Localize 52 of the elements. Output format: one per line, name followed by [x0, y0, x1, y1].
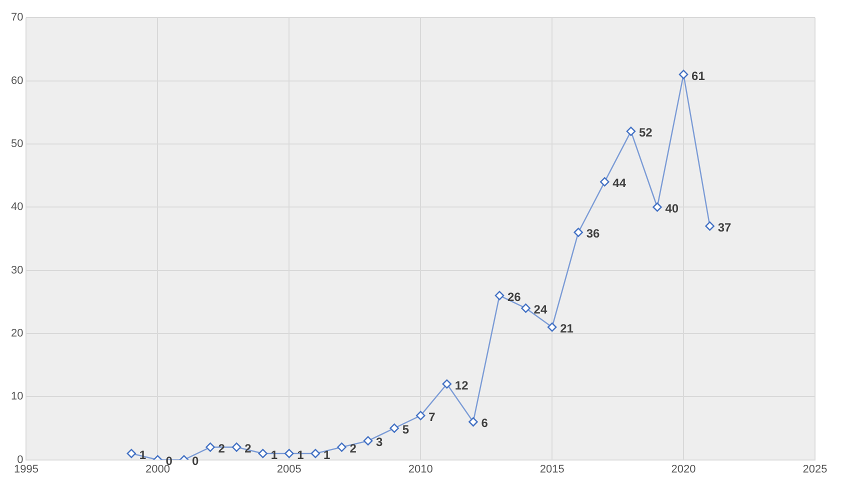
point: [126, 448, 136, 458]
point: [626, 126, 636, 136]
data-label: 12: [454, 378, 469, 392]
data-label: 44: [612, 176, 626, 190]
data-label: 52: [638, 126, 653, 140]
data-label: 2: [350, 441, 357, 456]
y-tick-label: 30: [10, 264, 24, 276]
y-tick-label: 50: [10, 138, 24, 150]
point: [468, 417, 478, 427]
x-tick-label: 2020: [671, 463, 696, 476]
x-tick-label: 2025: [802, 463, 828, 476]
y-tick-label: 40: [10, 201, 24, 214]
data-label: 26: [507, 290, 522, 304]
x-tick-label: 2015: [540, 463, 564, 476]
point: [284, 448, 294, 458]
point: [337, 442, 346, 452]
point: [494, 290, 504, 300]
data-label: 7: [428, 410, 436, 424]
y-tick-label: 70: [10, 12, 24, 24]
point: [652, 202, 662, 212]
y-tick-label: 0: [17, 454, 24, 466]
x-tick-label: 2005: [276, 463, 302, 476]
point: [363, 436, 373, 446]
data-label: 1: [323, 448, 330, 462]
point: [206, 442, 215, 452]
point: [678, 70, 688, 80]
point: [442, 379, 452, 389]
data-label: 5: [402, 422, 410, 437]
point: [574, 228, 584, 238]
point: [416, 410, 426, 420]
data-label: 3: [376, 435, 384, 450]
y-tick-label: 20: [10, 327, 24, 340]
data-label: 21: [560, 321, 574, 336]
data-label: 0: [192, 454, 199, 468]
data-label: 40: [665, 201, 679, 216]
point: [705, 221, 714, 231]
data-label: 37: [718, 220, 732, 234]
x-tick-label: 1995: [14, 463, 38, 476]
x-tick-label: 2010: [408, 463, 433, 476]
point: [600, 177, 610, 186]
data-label: 36: [586, 226, 600, 241]
data-label: 61: [692, 68, 706, 83]
data-label: 24: [534, 302, 548, 316]
point: [390, 424, 399, 433]
y-tick-label: 10: [10, 390, 24, 403]
data-label: 6: [481, 416, 488, 430]
point: [258, 448, 268, 458]
point: [310, 448, 320, 458]
y-tick-label: 60: [10, 74, 24, 87]
point: [521, 304, 530, 313]
point: [547, 322, 557, 332]
point: [232, 442, 242, 452]
